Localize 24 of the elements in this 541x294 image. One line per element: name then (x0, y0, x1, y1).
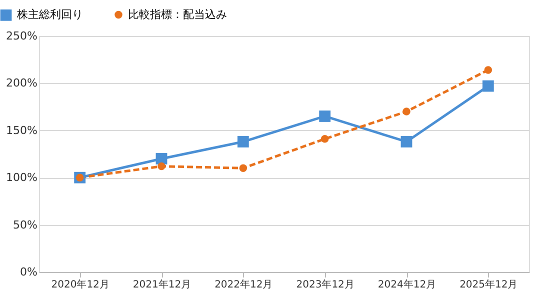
point (319, 110, 331, 122)
y-tick-label: 0% (20, 266, 38, 278)
point (237, 136, 249, 148)
point (482, 80, 494, 92)
point (156, 153, 168, 164)
x-tick-label: 2020年12月 (51, 278, 110, 290)
y-tick-label: 50% (13, 218, 38, 232)
x-tick-label: 2021年12月 (132, 278, 192, 290)
point (402, 108, 410, 116)
y-tick-label: 250% (6, 30, 38, 42)
x-tick-label: 2022年12月 (214, 278, 273, 290)
y-tick-label: 200% (6, 76, 38, 90)
x-tick-label: 2024年12月 (378, 278, 436, 290)
y-tick-label: 150% (6, 124, 38, 137)
point (320, 135, 329, 143)
x-tick-label: 2023年12月 (296, 278, 354, 290)
y-tick-label: 100% (6, 171, 38, 184)
point (239, 164, 248, 172)
x-tick-label: 2025年12月 (460, 278, 518, 290)
legend-label: 株主総利回り (16, 8, 83, 22)
point (158, 162, 166, 170)
point (400, 136, 412, 148)
point (484, 66, 492, 74)
legend-label: 比較指標：配当込み (128, 8, 227, 21)
